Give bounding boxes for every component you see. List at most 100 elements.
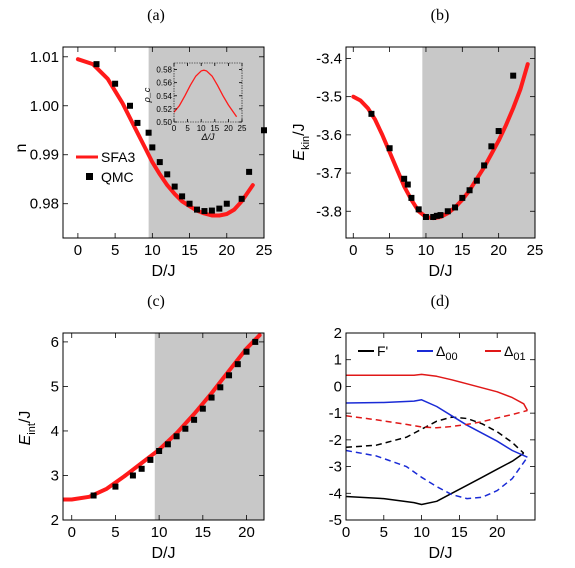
qmc-marker xyxy=(138,465,145,472)
x-tick-label: 0 xyxy=(342,524,350,541)
x-tick-label: 25 xyxy=(256,242,273,259)
y-axis-title-main: E xyxy=(291,150,308,161)
series-line-dashed xyxy=(346,409,528,429)
qmc-marker xyxy=(226,372,233,379)
x-tick-label: 0 xyxy=(349,242,357,259)
x-axis-title: D/J xyxy=(152,545,176,562)
legend-label: Δ00 xyxy=(436,343,458,363)
inset-x-axis-title: Δ/J xyxy=(200,132,215,142)
y-tick-label: 0.50 xyxy=(156,118,172,127)
qmc-marker xyxy=(217,384,224,391)
plot-frame xyxy=(345,332,536,521)
x-axis-title: D/J xyxy=(429,545,453,562)
legend-label-sub: 01 xyxy=(513,351,525,363)
qmc-marker xyxy=(194,206,200,213)
x-tick-label: 10 xyxy=(144,242,161,259)
qmc-marker xyxy=(473,177,480,184)
qmc-marker xyxy=(481,162,488,169)
y-tick-label: -3.7 xyxy=(316,165,342,182)
inset-y-axis-title: ρ_c xyxy=(142,87,152,103)
qmc-marker xyxy=(238,195,245,202)
qmc-marker xyxy=(223,200,230,207)
x-tick-label: 15 xyxy=(194,524,211,541)
qmc-marker xyxy=(444,208,451,215)
qmc-marker xyxy=(437,212,444,219)
y-tick-label: -5 xyxy=(329,512,342,529)
legend-label-sub: 00 xyxy=(445,351,457,363)
panel-label: (b) xyxy=(431,7,450,24)
qmc-marker xyxy=(252,338,259,345)
qmc-marker xyxy=(246,168,253,175)
qmc-marker xyxy=(93,61,100,68)
qmc-marker xyxy=(164,441,171,448)
x-tick-label: 20 xyxy=(218,242,235,259)
plot-frame xyxy=(62,332,265,521)
x-tick-label: 15 xyxy=(181,242,198,259)
panel-label: (d) xyxy=(431,293,450,310)
qmc-marker xyxy=(186,200,193,207)
x-tick-label: 15 xyxy=(454,242,471,259)
y-tick-label: 0.54 xyxy=(156,92,172,101)
y-axis-title: Eint/J xyxy=(17,411,38,446)
plot-frame xyxy=(345,46,536,239)
series-line-solid xyxy=(346,399,528,458)
legend-swatch-qmc xyxy=(86,173,93,180)
plot-frame xyxy=(62,46,265,239)
series-line-solid xyxy=(346,452,525,506)
y-axis-title: n xyxy=(13,144,30,153)
legend-label-qmc: QMC xyxy=(101,169,134,185)
shaded-region xyxy=(422,47,535,238)
legend-label: Δ01 xyxy=(504,343,526,363)
qmc-marker xyxy=(415,206,422,213)
x-tick-label: 5 xyxy=(185,124,190,133)
panel-b: (b) 0 5 10 15 20 25 -3.8 -3.7 -3.6 -3.5 -3.4 D/J Ekin… xyxy=(291,7,543,280)
panel-label: (a) xyxy=(147,7,165,24)
qmc-marker xyxy=(408,194,415,201)
series-group xyxy=(346,373,529,506)
y-tick-label: 3 xyxy=(51,467,59,484)
panel-c: (c) 0 5 10 15 20 2 3 4 5 6 D/J Eint/J xyxy=(17,293,265,562)
y-tick-label: -3.5 xyxy=(316,89,342,106)
y-tick-label: 0.98 xyxy=(30,196,59,213)
qmc-marker xyxy=(149,144,156,151)
x-tick-label: 5 xyxy=(380,524,388,541)
qmc-marker xyxy=(112,80,119,87)
panel-a: (a)0 5 10 15 20 250.980.991.001.01D/JnSFA3QMC… xyxy=(13,7,272,280)
x-tick-label: 20 xyxy=(489,524,506,541)
y-tick-label: 1 xyxy=(334,352,342,369)
y-tick-label: 2 xyxy=(334,325,342,342)
qmc-marker xyxy=(164,171,171,178)
y-axis-title-main: E xyxy=(17,434,34,445)
y-axis-title-tail: /J xyxy=(17,411,34,423)
qmc-marker xyxy=(208,207,215,214)
qmc-marker xyxy=(179,193,186,200)
y-tick-label: 0.99 xyxy=(30,147,59,164)
y-axis-title: Ekin/J xyxy=(291,123,312,160)
y-tick-label: -2 xyxy=(329,432,342,449)
x-tick-label: 0 xyxy=(68,524,76,541)
qmc-marker xyxy=(208,394,215,401)
y-tick-label: -3 xyxy=(329,459,342,476)
qmc-marker xyxy=(173,433,180,440)
qmc-marker xyxy=(495,128,502,135)
inset: 0 5 10 15 20 25 0.50 0.52 0.54 0.56 0.58 Δ/J ρ_c xyxy=(142,62,247,142)
y-tick-label: -1 xyxy=(329,405,342,422)
x-tick-label: 10 xyxy=(151,524,168,541)
y-tick-label: -3.4 xyxy=(316,50,342,67)
x-tick-label: 0 xyxy=(172,124,177,133)
y-axis-title-sub: int xyxy=(26,423,38,435)
x-tick-label: 10 xyxy=(413,524,430,541)
inset-line xyxy=(173,69,238,118)
x-tick-label: 25 xyxy=(527,242,544,259)
x-tick-label: 15 xyxy=(451,524,468,541)
x-axis-title: D/J xyxy=(152,263,176,280)
series-group xyxy=(75,57,255,218)
qmc-marker xyxy=(156,447,163,454)
x-tick-label: 0 xyxy=(74,242,82,259)
qmc-marker xyxy=(459,194,466,201)
y-tick-label: 0 xyxy=(334,378,342,395)
y-axis-title-sub: kin xyxy=(300,136,312,150)
panel-label: (c) xyxy=(147,293,165,310)
qmc-marker xyxy=(134,119,141,126)
